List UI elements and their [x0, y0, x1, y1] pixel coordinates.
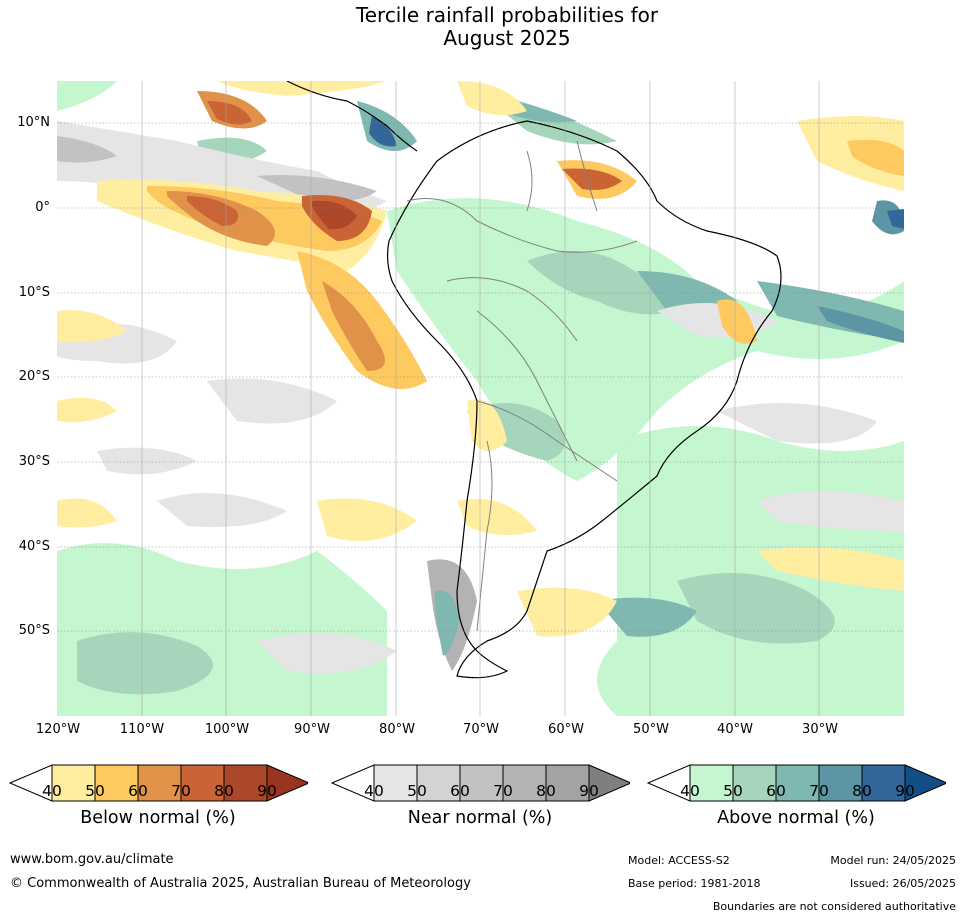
base-period: Base period: 1981-2018	[628, 877, 761, 890]
colorbar-below-swatches	[51, 764, 308, 802]
graticule	[57, 122, 904, 632]
colorbar-extend-arrow	[588, 764, 630, 802]
lat-label-50s: 50°S	[18, 623, 50, 638]
near-tick-40: 40	[364, 782, 384, 800]
above-tick-50: 50	[723, 782, 743, 800]
near-tick-80: 80	[536, 782, 556, 800]
above-tick-80: 80	[852, 782, 872, 800]
below-tick-90: 90	[257, 782, 277, 800]
near-tick-70: 70	[493, 782, 513, 800]
lat-label-40s: 40°S	[18, 539, 50, 554]
issued-date: Issued: 26/05/2025	[849, 877, 956, 890]
below-tick-70: 70	[171, 782, 191, 800]
lat-label-0: 0°	[35, 200, 50, 215]
colorbar-swatch	[94, 764, 139, 802]
near-normal-regions	[57, 121, 904, 674]
lat-label-10s: 10°S	[18, 285, 50, 300]
below-normal-title: Below normal (%)	[80, 808, 236, 828]
boundaries-disclaimer: Boundaries are not considered authoritat…	[712, 900, 956, 913]
lat-label-30s: 30°S	[18, 454, 50, 469]
lon-label-60w: 60°W	[548, 722, 584, 737]
lon-label-30w: 30°W	[802, 722, 838, 737]
graticule-meridians	[141, 81, 820, 716]
lon-label-70w: 70°W	[463, 722, 499, 737]
colorbar-swatch	[373, 764, 418, 802]
near-tick-90: 90	[579, 782, 599, 800]
coastline	[386, 120, 782, 679]
near-tick-50: 50	[407, 782, 427, 800]
colorbar-swatch	[502, 764, 547, 802]
colorbar-swatch	[861, 764, 906, 802]
colorbar-extend-arrow	[904, 764, 946, 802]
colorbar-swatch	[416, 764, 461, 802]
below-tick-60: 60	[128, 782, 148, 800]
below-tick-50: 50	[85, 782, 105, 800]
lon-label-110w: 110°W	[119, 722, 165, 737]
lon-label-40w: 40°W	[717, 722, 753, 737]
colorbar-above	[646, 764, 946, 802]
lon-label-80w: 80°W	[379, 722, 415, 737]
colorbar-swatch	[818, 764, 863, 802]
above-tick-70: 70	[809, 782, 829, 800]
colorbar-swatch	[689, 764, 734, 802]
colorbar-swatch	[459, 764, 504, 802]
figure-title: Tercile rainfall probabilities for Augus…	[0, 4, 965, 50]
map-canvas	[57, 81, 904, 716]
below-tick-80: 80	[214, 782, 234, 800]
colorbar-below	[8, 764, 308, 802]
above-tick-60: 60	[766, 782, 786, 800]
near-tick-60: 60	[450, 782, 470, 800]
lat-label-10n: 10°N	[17, 115, 50, 130]
above-tick-90: 90	[895, 782, 915, 800]
above-normal-title: Above normal (%)	[717, 808, 875, 828]
model-run-date: Model run: 24/05/2025	[830, 854, 956, 867]
colorbar-swatch	[775, 764, 820, 802]
below-normal-regions	[57, 81, 904, 637]
country-borders	[406, 140, 638, 632]
colorbar-above-swatches	[689, 764, 946, 802]
below-tick-40: 40	[42, 782, 62, 800]
model-name: Model: ACCESS-S2	[628, 854, 730, 867]
lon-label-50w: 50°W	[633, 722, 669, 737]
colorbar-swatch	[137, 764, 182, 802]
lon-label-100w: 100°W	[204, 722, 250, 737]
website-link[interactable]: www.bom.gov.au/climate	[10, 852, 174, 867]
forecast-map[interactable]	[57, 81, 904, 716]
title-line-1: Tercile rainfall probabilities for	[355, 3, 659, 27]
above-tick-40: 40	[680, 782, 700, 800]
lon-label-90w: 90°W	[294, 722, 330, 737]
colorbar-extend-arrow	[266, 764, 308, 802]
colorbar-near-swatches	[373, 764, 630, 802]
title-line-2: August 2025	[443, 26, 571, 50]
near-normal-title: Near normal (%)	[407, 808, 553, 828]
central-america-coast	[286, 81, 418, 152]
colorbar-near	[330, 764, 630, 802]
lat-label-20s: 20°S	[18, 369, 50, 384]
lon-label-120w: 120°W	[35, 722, 81, 737]
copyright-text: © Commonwealth of Australia 2025, Austra…	[10, 876, 471, 891]
